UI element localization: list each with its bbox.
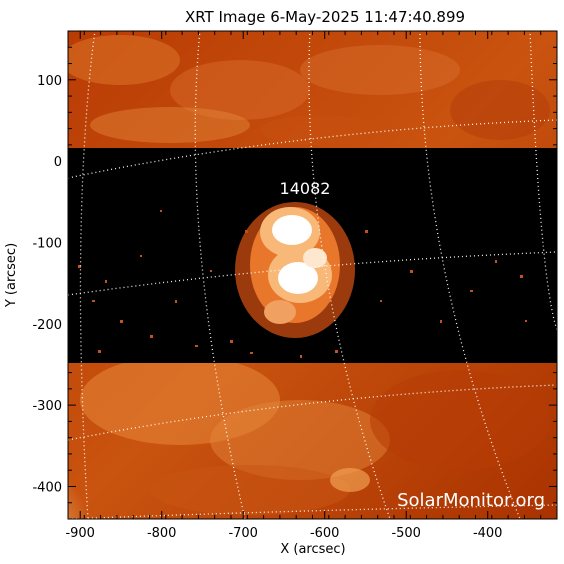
xrt-image: 14082 SolarMonitor.org [68,31,557,519]
active-region-label: 14082 [280,179,331,198]
x-tick-label: -700 [228,526,258,541]
x-tick-label: -400 [473,526,503,541]
image-title: XRT Image 6-May-2025 11:47:40.899 [185,8,465,26]
y-tick-label: 100 [37,74,62,89]
coordinate-grid [68,31,557,519]
x-tick-label: -900 [65,526,95,541]
x-tick-labels: -900 -800 -700 -600 -500 -400 [65,526,502,541]
y-axis-label: Y (arcsec) [4,243,19,308]
y-tick-label: -300 [32,399,62,414]
x-tick-label: -500 [391,526,421,541]
y-tick-labels: 100 0 -100 -200 -300 -400 [32,74,62,496]
x-axis-label: X (arcsec) [280,542,345,557]
y-tick-label: -400 [32,480,62,495]
watermark: SolarMonitor.org [397,490,545,511]
y-tick-label: 0 [54,155,62,170]
axis-ticks [67,30,558,520]
active-region-flare [235,202,355,338]
x-tick-label: -800 [147,526,177,541]
x-tick-label: -600 [310,526,340,541]
y-tick-label: -100 [32,236,62,251]
y-tick-label: -200 [32,318,62,333]
